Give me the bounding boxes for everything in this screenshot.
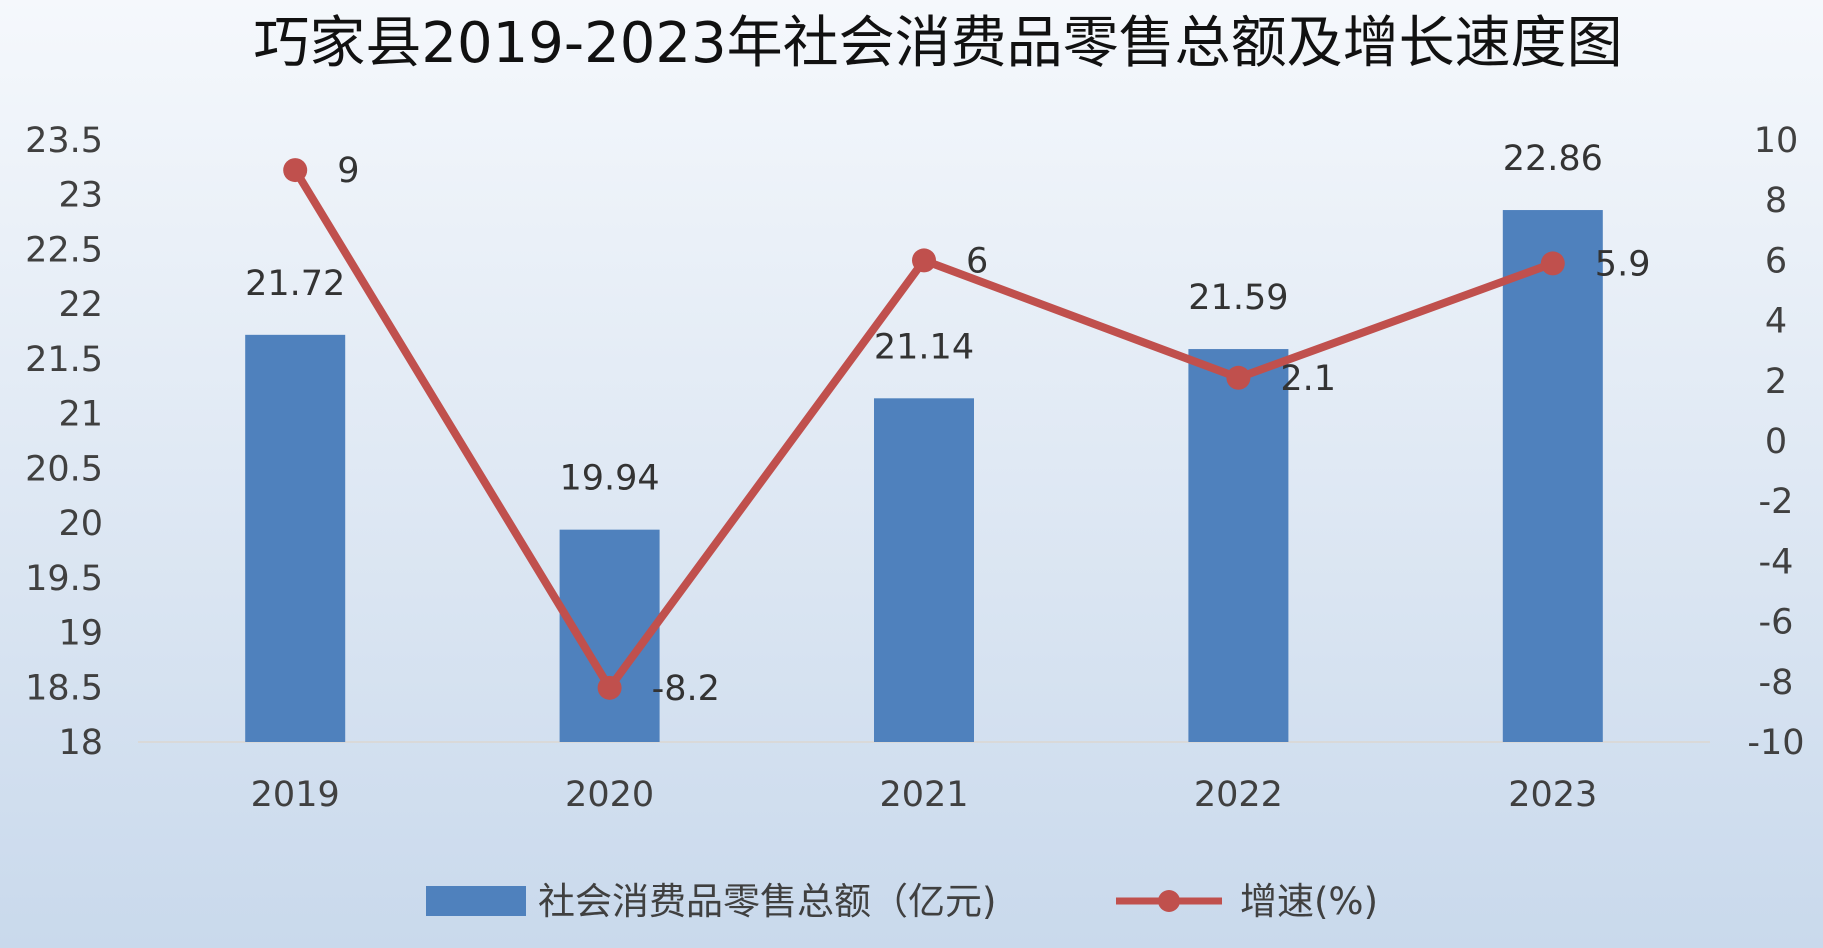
category-label: 2023 <box>1508 775 1597 815</box>
right-axis-tick-label: -10 <box>1747 723 1804 763</box>
line-point <box>597 675 622 700</box>
left-axis-tick-label: 19 <box>58 614 103 654</box>
right-axis-tick-label: -8 <box>1759 663 1794 703</box>
line-data-label: 5.9 <box>1595 244 1651 284</box>
bar <box>1188 349 1289 742</box>
left-axis-tick-label: 22 <box>58 285 103 325</box>
category-label: 2022 <box>1194 775 1283 815</box>
right-axis-tick-label: 8 <box>1765 181 1787 221</box>
line-point <box>1540 251 1565 276</box>
left-axis-tick-label: 23 <box>58 176 103 216</box>
chart-title: 巧家县2019-2023年社会消费品零售总额及增长速度图 <box>253 11 1622 76</box>
right-axis-tick-label: -2 <box>1759 482 1794 522</box>
line-data-labels: 9 -8.2 6 2.1 5.9 <box>337 151 1650 709</box>
legend-bar-swatch <box>426 886 526 916</box>
line-point <box>283 158 308 183</box>
line-point <box>1226 365 1251 390</box>
bar <box>1502 210 1603 742</box>
bar-data-label: 19.94 <box>559 459 659 499</box>
line-data-label: 2.1 <box>1280 359 1336 399</box>
line-point <box>912 248 936 273</box>
category-label: 2020 <box>565 775 654 815</box>
bar <box>245 334 346 742</box>
right-axis-tick-label: 10 <box>1754 121 1799 161</box>
line-data-label: 6 <box>966 241 988 281</box>
right-axis-tick-label: 4 <box>1765 302 1787 342</box>
line-series <box>283 158 1565 700</box>
bar-data-label: 21.59 <box>1188 278 1288 318</box>
line-data-label: 9 <box>337 151 359 191</box>
bar <box>874 398 974 742</box>
left-axis-tick-label: 23.5 <box>25 121 103 161</box>
line-data-label: -8.2 <box>652 669 720 709</box>
right-axis-tick-label: -4 <box>1759 542 1794 582</box>
bar-data-labels: 21.72 19.94 21.14 21.59 22.86 <box>245 139 1603 499</box>
left-axis-tick-label: 22.5 <box>25 230 103 270</box>
right-axis-tick-label: 0 <box>1765 422 1787 462</box>
left-axis-tick-label: 21.5 <box>25 340 103 380</box>
category-label: 2021 <box>879 775 968 815</box>
right-axis-tick-label: 2 <box>1765 362 1787 402</box>
left-axis-ticks: 18 18.5 19 19.5 20 20.5 21 21.5 22 22.5 23 23.5 <box>25 121 103 763</box>
bar-data-label: 21.72 <box>245 264 345 304</box>
left-axis-tick-label: 18 <box>58 723 103 763</box>
legend: 社会消费品零售总额（亿元) 增速(%) <box>426 880 1378 923</box>
right-axis-ticks: -10 -8 -6 -4 -2 0 2 4 6 8 10 <box>1747 121 1804 763</box>
left-axis-tick-label: 19.5 <box>25 559 103 599</box>
left-axis-tick-label: 20 <box>58 504 103 544</box>
category-labels: 2019 2020 2021 2022 2023 <box>251 775 1598 815</box>
legend-line-marker <box>1158 890 1180 912</box>
legend-bar-label: 社会消费品零售总额（亿元) <box>538 880 996 923</box>
bar-data-label: 21.14 <box>874 327 974 367</box>
legend-line-label: 增速(%) <box>1240 880 1378 923</box>
bar-series <box>245 210 1603 742</box>
left-axis-tick-label: 21 <box>58 395 103 435</box>
right-axis-tick-label: 6 <box>1765 241 1787 281</box>
left-axis-tick-label: 20.5 <box>25 449 103 489</box>
right-axis-tick-label: -6 <box>1759 603 1794 643</box>
left-axis-tick-label: 18.5 <box>25 668 103 708</box>
bar-data-label: 22.86 <box>1503 139 1603 179</box>
category-label: 2019 <box>251 775 340 815</box>
